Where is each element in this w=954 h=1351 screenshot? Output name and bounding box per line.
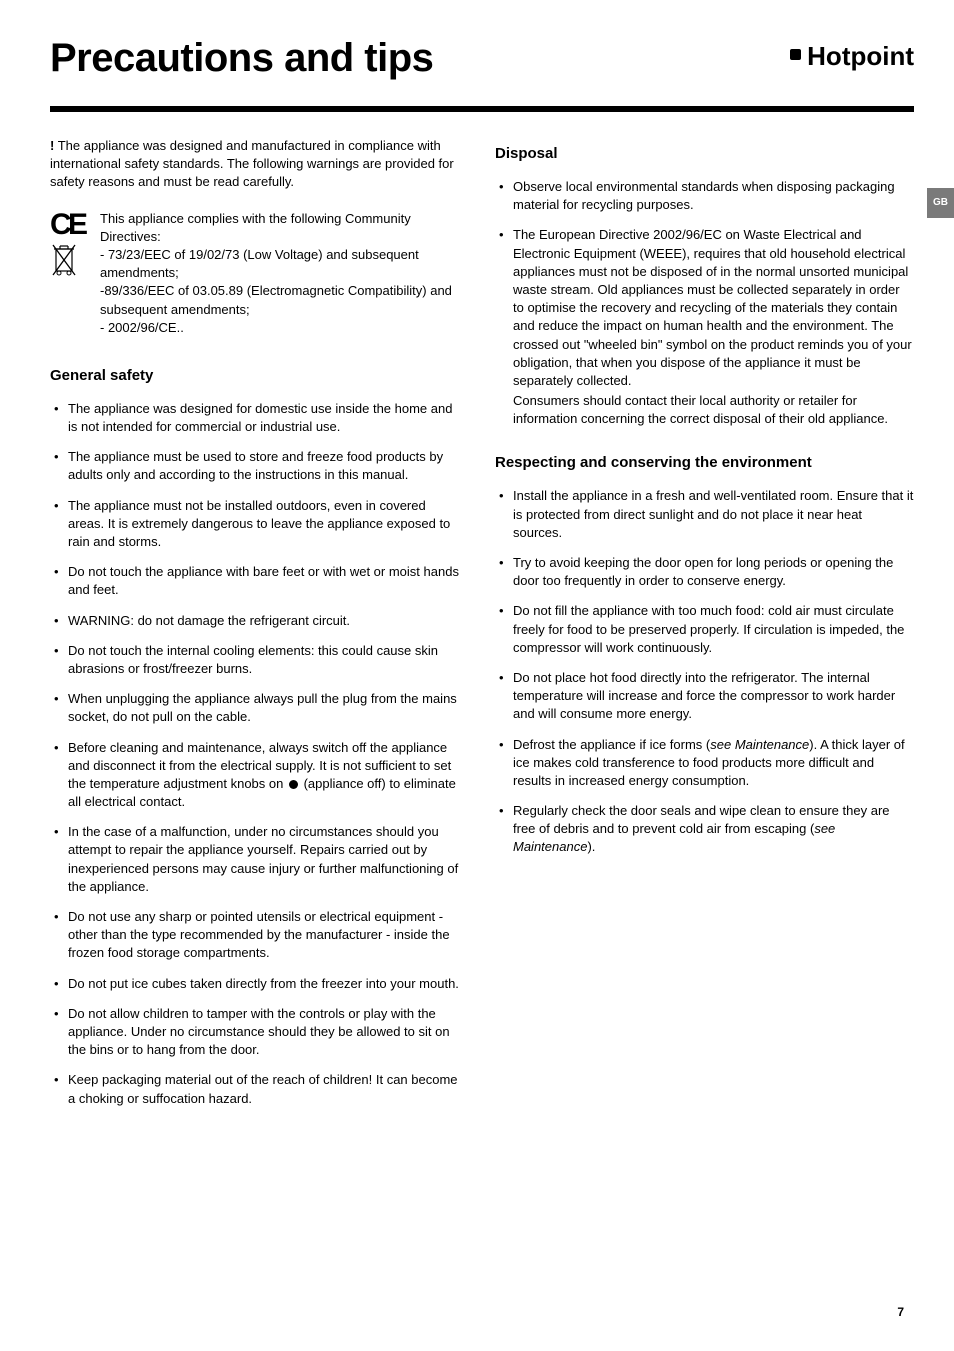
brand-dot-icon [790, 49, 801, 60]
list-item: The appliance must be used to store and … [50, 448, 460, 484]
list-item: Do not allow children to tamper with the… [50, 1005, 460, 1060]
compliance-line2: - 73/23/EEC of 19/02/73 (Low Voltage) an… [100, 247, 419, 280]
intro-text: The appliance was designed and manufactu… [50, 138, 454, 189]
brand-name: Hotpoint [807, 38, 914, 74]
list-item: Do not put ice cubes taken directly from… [50, 975, 460, 993]
env-item5-pre: Defrost the appliance if ice forms ( [513, 737, 710, 752]
compliance-block: C E This appliance co [50, 210, 460, 337]
disposal-item2a: The European Directive 2002/96/EC on Was… [513, 227, 912, 388]
intro-paragraph: ! The appliance was designed and manufac… [50, 137, 460, 192]
page-title: Precautions and tips [50, 30, 433, 86]
list-item: Do not touch the appliance with bare fee… [50, 563, 460, 599]
list-item: The appliance was designed for domestic … [50, 400, 460, 436]
list-item: Observe local environmental standards wh… [495, 178, 914, 214]
list-item: Do not fill the appliance with too much … [495, 602, 914, 657]
language-tab: GB [927, 188, 954, 218]
disposal-heading: Disposal [495, 143, 914, 164]
list-item: The European Directive 2002/96/EC on Was… [495, 226, 914, 428]
compliance-line1: This appliance complies with the followi… [100, 211, 411, 244]
right-column: Disposal Observe local environmental sta… [495, 137, 914, 1120]
ce-mark-icon: C E [50, 212, 90, 238]
header-rule [50, 106, 914, 112]
content-columns: ! The appliance was designed and manufac… [50, 137, 914, 1120]
disposal-item2b: Consumers should contact their local aut… [513, 392, 914, 428]
appliance-off-icon [289, 780, 298, 789]
list-item: In the case of a malfunction, under no c… [50, 823, 460, 896]
wheeled-bin-icon [50, 243, 90, 284]
compliance-icons: C E [50, 210, 90, 337]
list-item: Try to avoid keeping the door open for l… [495, 554, 914, 590]
list-item: When unplugging the appliance always pul… [50, 690, 460, 726]
compliance-line3: -89/336/EEC of 03.05.89 (Electromagnetic… [100, 283, 452, 316]
compliance-text: This appliance complies with the followi… [100, 210, 460, 337]
disposal-list: Observe local environmental standards wh… [495, 178, 914, 428]
list-item: The appliance must not be installed outd… [50, 497, 460, 552]
list-item: Install the appliance in a fresh and wel… [495, 487, 914, 542]
environment-heading: Respecting and conserving the environmen… [495, 452, 914, 473]
page-header: Precautions and tips Hotpoint [50, 30, 914, 86]
general-safety-list: The appliance was designed for domestic … [50, 400, 460, 1108]
left-column: ! The appliance was designed and manufac… [50, 137, 460, 1120]
list-item: Do not touch the internal cooling elemen… [50, 642, 460, 678]
environment-list: Install the appliance in a fresh and wel… [495, 487, 914, 856]
list-item: Keep packaging material out of the reach… [50, 1071, 460, 1107]
list-item: WARNING: do not damage the refrigerant c… [50, 612, 460, 630]
page-number: 7 [897, 1304, 904, 1321]
list-item-off: Before cleaning and maintenance, always … [50, 739, 460, 812]
list-item: Regularly check the door seals and wipe … [495, 802, 914, 857]
list-item: Do not use any sharp or pointed utensils… [50, 908, 460, 963]
brand-logo: Hotpoint [790, 38, 914, 74]
env-item5-italic: see Maintenance [710, 737, 809, 752]
general-safety-heading: General safety [50, 365, 460, 386]
env-item6-post: ). [587, 839, 595, 854]
list-item: Do not place hot food directly into the … [495, 669, 914, 724]
compliance-line4: - 2002/96/CE.. [100, 320, 184, 335]
list-item: Defrost the appliance if ice forms (see … [495, 736, 914, 791]
